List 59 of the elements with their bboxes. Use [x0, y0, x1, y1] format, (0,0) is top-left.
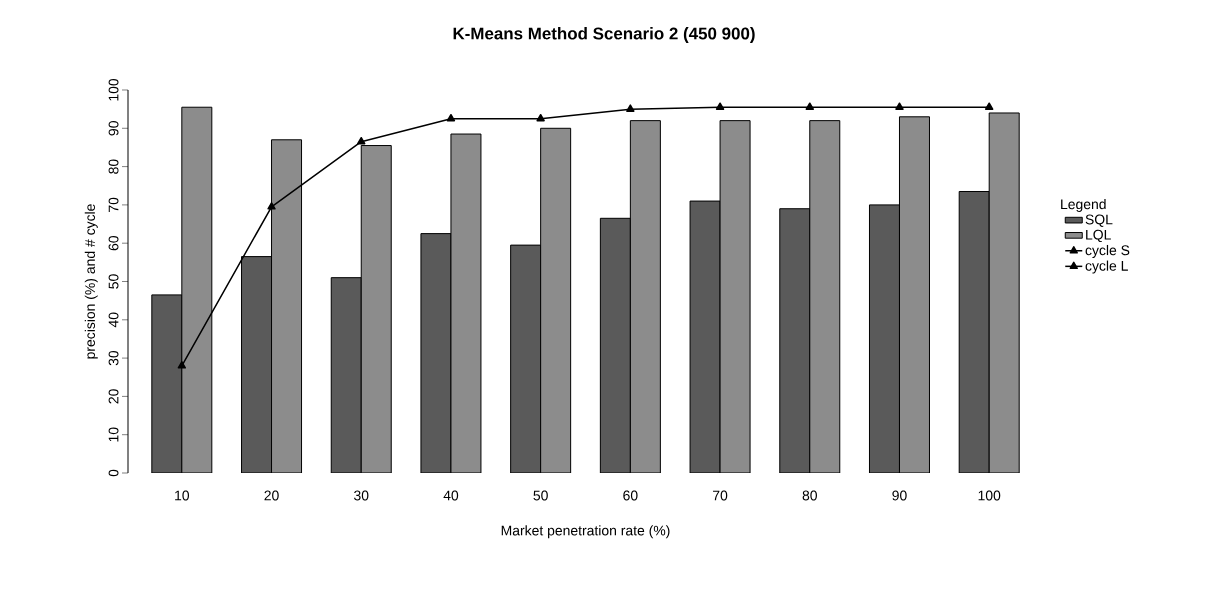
point	[715, 102, 725, 110]
x-tick-label: 90	[892, 490, 907, 501]
y-tick-label: 90	[108, 121, 119, 136]
point	[805, 102, 814, 110]
point	[536, 113, 545, 122]
x-tick-label: 30	[354, 490, 369, 501]
point	[895, 102, 904, 110]
legend-label: cycle L	[1085, 260, 1128, 274]
bar	[510, 245, 541, 473]
bar	[181, 107, 212, 473]
x-tick-label: 50	[533, 490, 548, 501]
legend-label: LQL	[1086, 229, 1111, 243]
bar	[958, 190, 990, 473]
point	[357, 136, 366, 145]
bar	[450, 134, 481, 473]
x-tick-label: 100	[978, 490, 1001, 501]
point	[177, 361, 187, 369]
bar	[271, 139, 302, 473]
y-tick-label: 0	[108, 469, 119, 477]
bar	[540, 128, 571, 473]
bar	[420, 233, 451, 473]
bar	[151, 294, 182, 473]
y-tick-label: 50	[108, 274, 119, 289]
y-tick-label: 10	[108, 427, 119, 442]
legend-label: cycle S	[1085, 244, 1130, 258]
x-axis-title: Market penetration rate (%)	[501, 525, 670, 539]
bar	[600, 218, 631, 473]
bar	[690, 201, 721, 473]
chart-title: K-Means Method Scenario 2 (450 900)	[453, 27, 755, 43]
y-tick-label: 20	[108, 389, 119, 404]
y-tick-label: 80	[108, 159, 119, 174]
bar	[630, 120, 661, 473]
x-tick-label: 20	[264, 490, 279, 501]
x-tick-label: 40	[443, 490, 459, 501]
bar	[809, 120, 840, 473]
legend-label: SQL	[1085, 214, 1113, 227]
x-tick-label: 80	[802, 490, 817, 501]
bar	[720, 120, 751, 473]
y-tick-label: 40	[108, 312, 119, 328]
point	[267, 202, 276, 210]
bar	[241, 256, 272, 473]
bar	[988, 112, 1020, 473]
y-tick-label: 100	[108, 78, 119, 101]
point	[984, 102, 994, 110]
y-tick-label: 60	[108, 235, 119, 251]
bar	[869, 204, 900, 473]
bar	[331, 277, 362, 473]
bar	[899, 116, 930, 473]
point	[446, 113, 456, 122]
y-axis-title: precision (%) and # cycle	[84, 204, 98, 359]
x-tick-label: 60	[623, 490, 638, 501]
bar	[361, 145, 392, 473]
x-tick-label: 10	[175, 490, 190, 501]
y-tick-label: 70	[108, 197, 119, 212]
x-tick-label: 70	[713, 490, 728, 501]
y-tick-label: 30	[108, 350, 119, 366]
point	[626, 104, 635, 112]
legend-title: Legend	[1061, 198, 1106, 212]
bar	[779, 208, 810, 473]
